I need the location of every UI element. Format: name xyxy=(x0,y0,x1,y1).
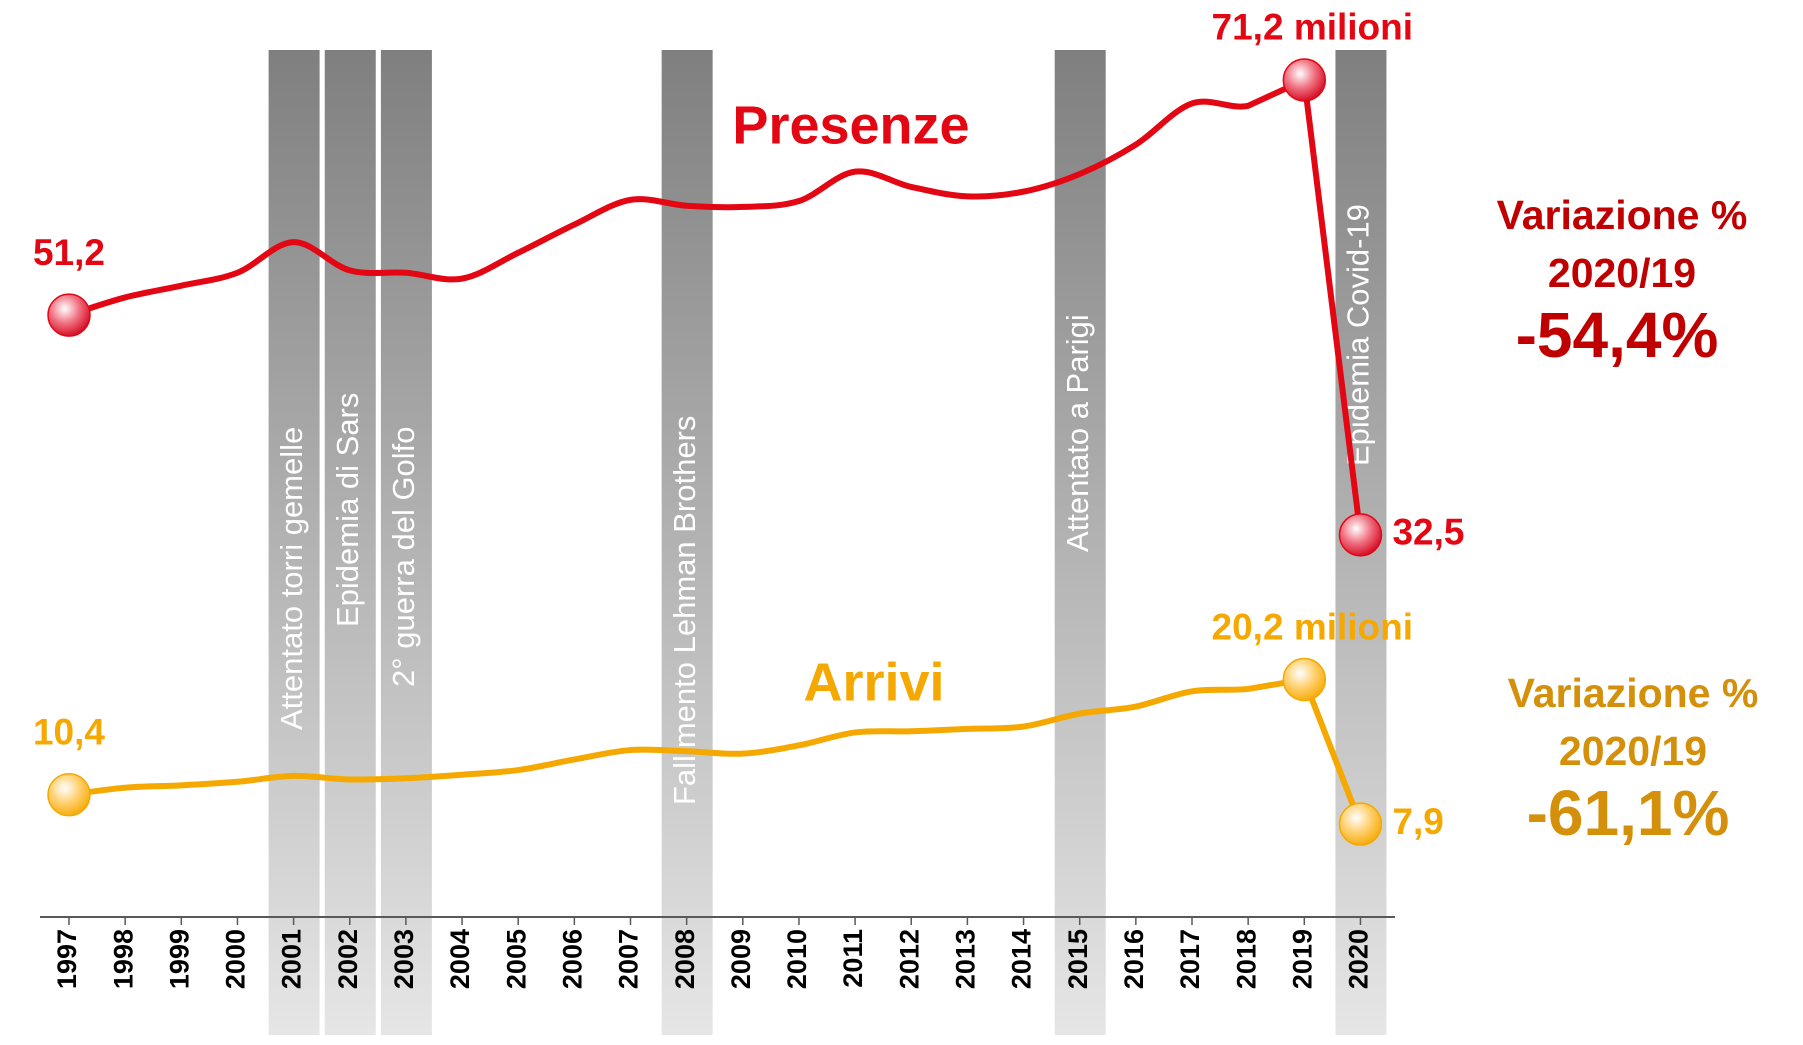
data-label: 20,2 milioni xyxy=(1212,606,1414,647)
event-label: Fallimento Lehman Brothers xyxy=(667,416,702,805)
x-tick-label: 2003 xyxy=(389,929,419,989)
data-point xyxy=(47,293,91,337)
event-label: Attentato a Parigi xyxy=(1060,314,1095,552)
series-name: Presenze xyxy=(732,95,969,155)
change-value: -61,1% xyxy=(1527,777,1730,849)
x-tick-label: 2008 xyxy=(670,929,700,989)
data-point xyxy=(1282,657,1327,702)
x-tick-label: 2016 xyxy=(1119,929,1149,989)
change-period: 2020/19 xyxy=(1548,250,1696,296)
event-band xyxy=(268,50,320,1035)
data-label: 32,5 xyxy=(1392,512,1464,553)
x-tick-label: 2020 xyxy=(1344,929,1374,989)
data-point xyxy=(1282,58,1327,102)
x-tick-label: 2004 xyxy=(445,929,475,989)
x-tick-label: 2017 xyxy=(1175,929,1205,989)
change-period: 2020/19 xyxy=(1559,728,1707,774)
x-tick-label: 2019 xyxy=(1287,929,1317,989)
event-band xyxy=(1054,50,1106,1035)
change-title: Variazione % xyxy=(1497,192,1748,238)
series-line xyxy=(68,76,1364,536)
data-label: 71,2 milioni xyxy=(1212,7,1414,48)
x-tick-label: 2009 xyxy=(726,929,756,989)
data-label: 10,4 xyxy=(33,712,105,753)
event-band xyxy=(324,50,376,1035)
x-tick-label: 2005 xyxy=(501,929,531,989)
x-tick-label: 2011 xyxy=(838,929,868,988)
event-label: 2° guerra del Golfo xyxy=(386,426,421,687)
x-tick-label: 2010 xyxy=(782,929,812,989)
series-name: Arrivi xyxy=(803,652,944,712)
event-label: Attentato torri gemelle xyxy=(274,427,309,730)
x-tick-label: 2013 xyxy=(951,929,981,989)
series-line xyxy=(68,676,1364,826)
x-tick-label: 2000 xyxy=(221,929,251,989)
x-tick-label: 2015 xyxy=(1063,929,1093,989)
x-tick-label: 2018 xyxy=(1231,929,1261,989)
event-band xyxy=(380,50,432,1035)
x-tick-label: 2012 xyxy=(894,929,924,989)
x-tick-label: 1997 xyxy=(52,929,82,989)
x-tick-label: 1998 xyxy=(108,929,138,989)
x-tick-label: 2002 xyxy=(333,929,363,989)
x-tick-label: 2001 xyxy=(277,929,307,989)
data-point xyxy=(47,772,91,817)
data-label: 51,2 xyxy=(33,232,105,273)
change-title: Variazione % xyxy=(1508,670,1759,716)
x-tick-label: 2006 xyxy=(557,929,587,989)
x-tick-label: 2014 xyxy=(1007,929,1037,989)
data-point xyxy=(1338,513,1383,557)
x-tick-label: 1999 xyxy=(164,929,194,989)
x-tick-label: 2007 xyxy=(614,929,644,989)
event-band xyxy=(661,50,713,1035)
data-point xyxy=(1338,802,1383,846)
data-label: 7,9 xyxy=(1392,801,1443,842)
event-label: Epidemia di Sars xyxy=(330,393,365,627)
change-value: -54,4% xyxy=(1516,299,1719,371)
